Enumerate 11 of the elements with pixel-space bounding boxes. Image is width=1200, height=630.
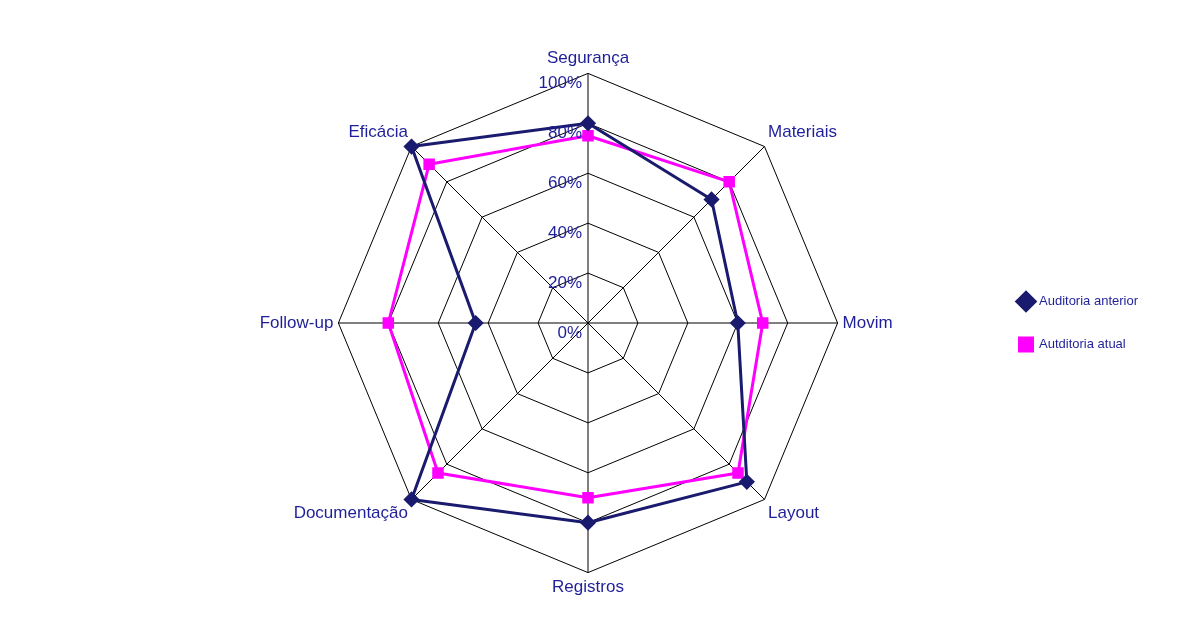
legend-label: Auditoria anterior (1039, 293, 1139, 309)
spoke-label: Documentação (293, 502, 408, 522)
spoke-label: Follow-up (259, 312, 334, 332)
spoke-label: Registros (552, 577, 624, 597)
y-tick-label: 0% (557, 322, 582, 342)
spoke-label: Materiais (768, 122, 837, 142)
spoke-label: Eficácia (348, 122, 409, 142)
legend-label: Autditoria atual (1039, 336, 1126, 352)
spoke-label: Layout (768, 502, 820, 522)
spoke-label: Segurança (546, 47, 630, 67)
spoke-label: Movim (842, 312, 893, 332)
